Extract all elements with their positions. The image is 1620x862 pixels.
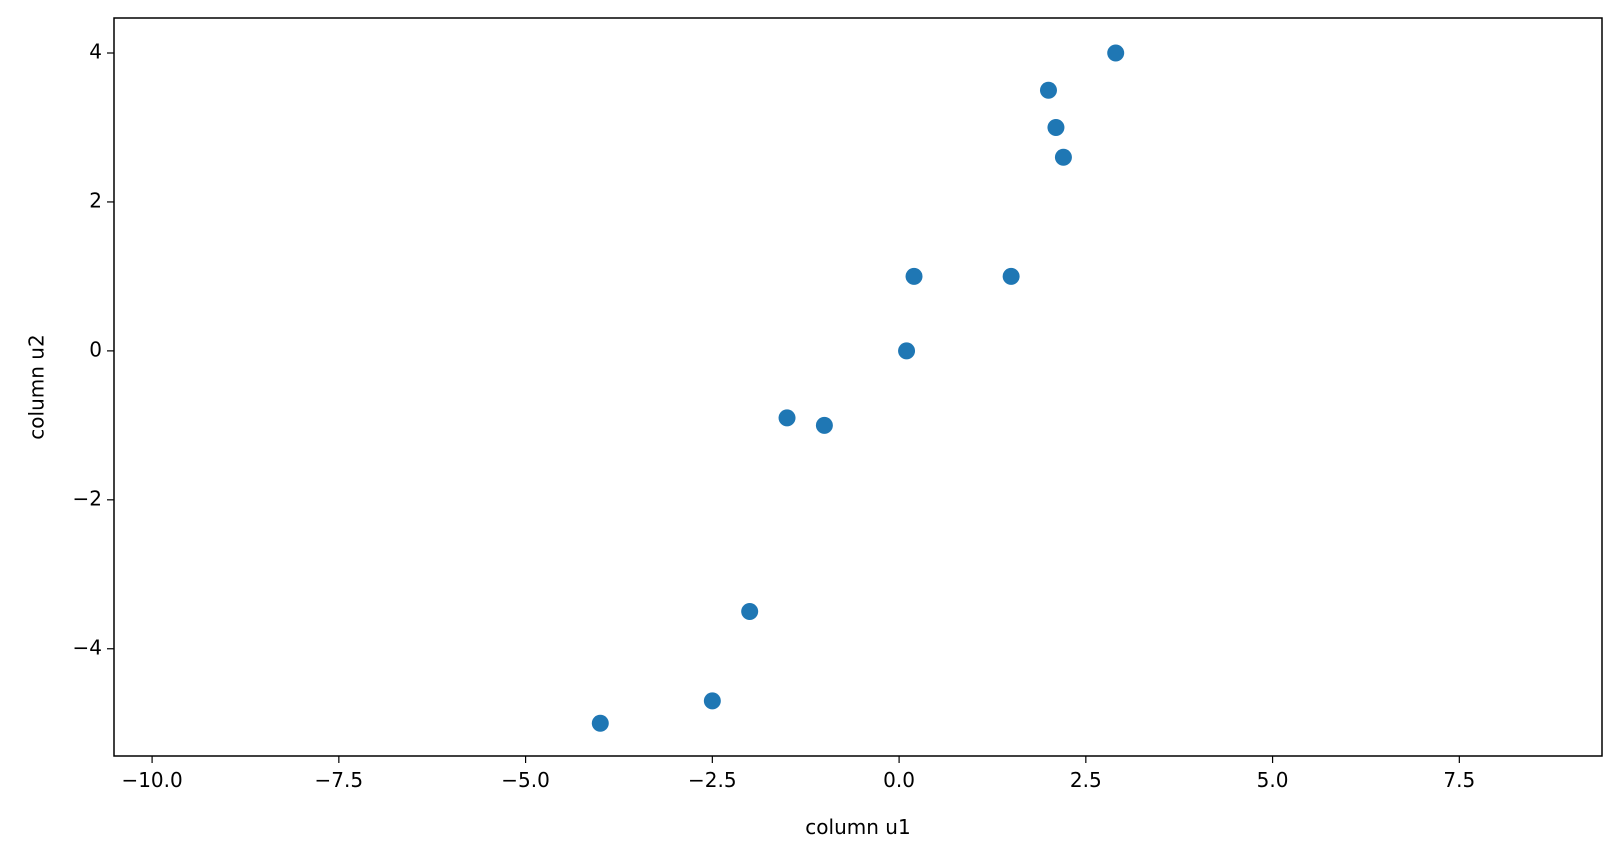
point	[778, 409, 796, 427]
point	[1047, 118, 1065, 136]
point	[815, 416, 833, 434]
y-tick-label: −4	[73, 635, 102, 659]
x-tick-label: 2.5	[1070, 768, 1102, 792]
point	[1107, 44, 1125, 62]
point	[703, 692, 721, 710]
x-tick-label: −2.5	[688, 768, 737, 792]
point	[1054, 148, 1072, 166]
x-tick-label: −5.0	[501, 768, 550, 792]
plot-frame	[113, 17, 1603, 757]
point	[1039, 81, 1057, 99]
point	[591, 714, 609, 732]
x-tick-label: −7.5	[315, 768, 364, 792]
x-tick-label: 7.5	[1443, 768, 1475, 792]
x-axis-label: column u1	[805, 815, 910, 839]
y-tick-label: 2	[89, 188, 102, 212]
x-tick-label: 0.0	[883, 768, 915, 792]
x-tick-label: −10.0	[121, 768, 182, 792]
point	[898, 342, 916, 360]
point	[905, 267, 923, 285]
point	[741, 603, 759, 621]
y-tick-label: 4	[89, 40, 102, 64]
x-tick-label: 5.0	[1257, 768, 1289, 792]
point	[1002, 267, 1020, 285]
y-axis-label: column u2	[25, 334, 49, 439]
y-tick-label: 0	[89, 337, 102, 361]
y-tick-label: −2	[73, 486, 102, 510]
